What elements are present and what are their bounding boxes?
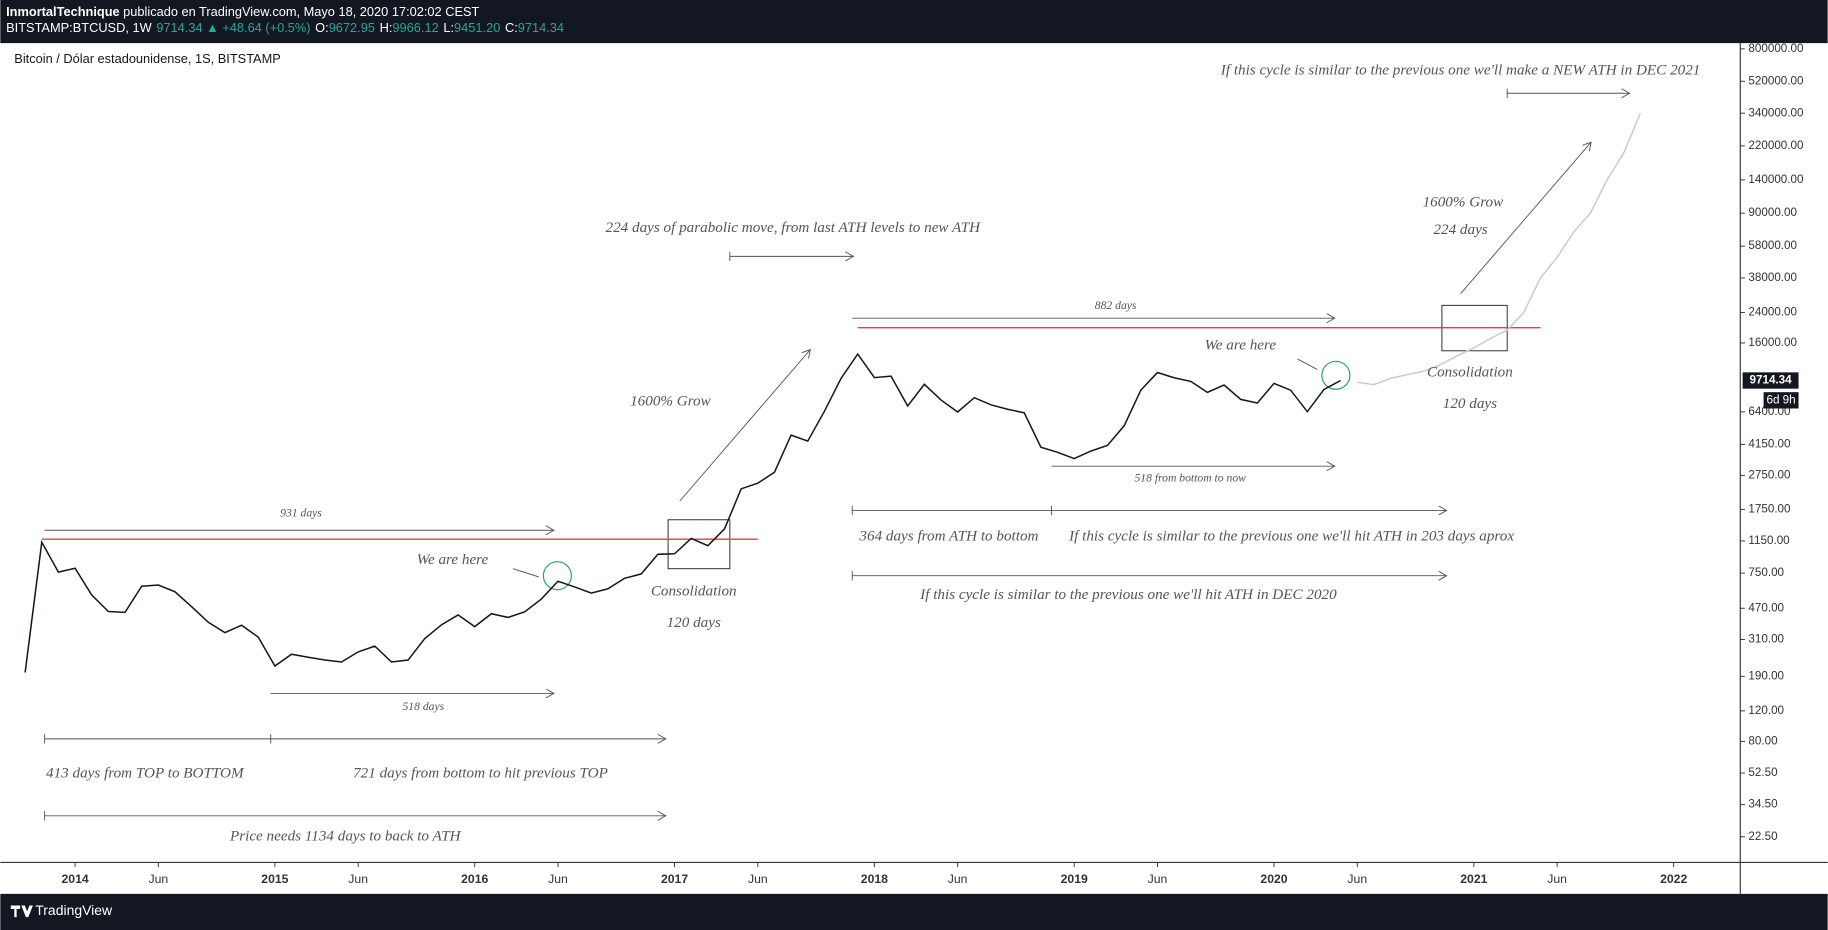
ohlc-label: L: <box>443 21 454 36</box>
countdown: 6d 9h <box>1766 393 1795 406</box>
x-tick-label: Jun <box>1547 872 1567 886</box>
pointer <box>512 568 539 578</box>
annotation: 1600% Grow <box>630 393 711 410</box>
y-tick-label: 310.00 <box>1748 633 1784 646</box>
y-tick-label: 4150.00 <box>1748 438 1791 451</box>
y-tick-label: 1150.00 <box>1748 534 1790 547</box>
annotation: If this cycle is similar to the previous… <box>1068 528 1514 545</box>
annotation: 224 days <box>1433 221 1487 238</box>
y-tick-label: 120.00 <box>1748 704 1784 717</box>
ticker-line: BITSTAMP:BTCUSD, 1W 9714.34 ▲ +48.64 (+0.5… <box>6 21 564 36</box>
x-tick-label: 2016 <box>461 872 488 886</box>
ohlc-value: 9451.20 <box>454 21 500 36</box>
annotation: 364 days from ATH to bottom <box>858 528 1038 545</box>
price-label: 9714.34 <box>1750 374 1793 387</box>
annotation: Price needs 1134 days to back to ATH <box>229 827 462 844</box>
y-tick-label: 2750.00 <box>1748 468 1791 481</box>
arrow <box>1460 142 1592 294</box>
x-tick-label: 2014 <box>61 872 88 886</box>
annotation: 518 from bottom to now <box>1134 472 1246 485</box>
annotation: 120 days <box>1443 395 1497 412</box>
x-tick-label: Jun <box>148 872 168 886</box>
annotation: Consolidation <box>651 583 737 600</box>
y-tick-label: 16000.00 <box>1748 336 1797 349</box>
x-tick-label: Jun <box>1148 872 1168 886</box>
annotation: We are here <box>1205 337 1277 354</box>
ohlc-label: O: <box>315 21 329 36</box>
y-tick-label: 470.00 <box>1748 601 1784 614</box>
annotation: Consolidation <box>1427 363 1513 380</box>
annotation: 224 days of parabolic move, from last AT… <box>606 219 982 236</box>
y-tick-label: 38000.00 <box>1748 271 1797 284</box>
ohlc-label: C: <box>505 21 518 36</box>
ohlc-value: 9714.34 <box>518 21 564 36</box>
y-tick-label: 340000.00 <box>1748 106 1804 119</box>
x-tick-label: Jun <box>948 872 968 886</box>
annotation: If this cycle is similar to the previous… <box>919 586 1337 603</box>
change: ▲ +48.64 (+0.5%) <box>206 21 310 36</box>
y-tick-label: 90000.00 <box>1748 206 1797 219</box>
y-tick-label: 34.50 <box>1748 798 1778 811</box>
ohlc-value: 9966.12 <box>392 21 438 36</box>
logo <box>10 905 33 918</box>
x-tick-label: Jun <box>348 872 368 886</box>
price-line <box>24 352 1341 673</box>
x-tick-label: 2017 <box>661 872 688 886</box>
y-tick-label: 22.50 <box>1748 830 1778 843</box>
symbol: BITSTAMP:BTCUSD, 1W <box>6 21 152 36</box>
ohlc-label: H: <box>380 21 393 36</box>
x-tick-label: Jun <box>748 872 768 886</box>
y-tick-label: 52.50 <box>1748 766 1778 779</box>
x-tick-label: 2022 <box>1660 872 1687 886</box>
box <box>667 519 731 570</box>
circle <box>1321 360 1351 390</box>
x-tick-label: 2020 <box>1260 872 1287 886</box>
x-tick-label: 2015 <box>261 872 288 886</box>
annotation: 882 days <box>1095 299 1137 312</box>
chart-legend: Bitcoin / Dólar estadounidense, 1S, BITS… <box>14 51 281 66</box>
annotation: 1600% Grow <box>1423 193 1504 210</box>
y-tick-label: 750.00 <box>1748 566 1784 579</box>
y-tick-label: 24000.00 <box>1748 306 1797 319</box>
footer-brand: TradingView <box>35 902 113 918</box>
y-tick-label: 1750.00 <box>1748 502 1791 515</box>
annotation: 518 days <box>403 700 445 713</box>
circle <box>542 561 572 591</box>
y-tick-label: 58000.00 <box>1748 239 1797 252</box>
y-tick-label: 800000.00 <box>1748 42 1804 55</box>
y-tick-label: 220000.00 <box>1748 139 1804 152</box>
author: InmortalTechnique <box>6 4 120 19</box>
y-tick-label: 190.00 <box>1748 669 1784 682</box>
header-bar <box>0 0 1828 44</box>
x-tick-label: 2019 <box>1061 872 1088 886</box>
ohlc-value: 9672.95 <box>329 21 375 36</box>
x-tick-label: Jun <box>548 872 568 886</box>
header-line: InmortalTechnique publicado en TradingVie… <box>6 4 479 19</box>
drawings <box>44 89 1630 821</box>
annotation: We are here <box>417 551 489 568</box>
annotation: 721 days from bottom to hit previous TOP <box>353 764 608 781</box>
pointer <box>1297 358 1318 370</box>
footer-bar <box>0 893 1828 930</box>
annotation: 931 days <box>280 507 322 520</box>
price-label-bg <box>1742 372 1799 389</box>
arrow <box>679 350 811 502</box>
price-line <box>1357 112 1642 386</box>
annotation: 120 days <box>667 614 721 631</box>
y-tick-label: 80.00 <box>1748 734 1778 747</box>
last: 9714.34 <box>156 21 202 36</box>
published: publicado en TradingView.com, Mayo 18, 2… <box>123 4 479 19</box>
annotation: If this cycle is similar to the previous… <box>1220 62 1701 79</box>
y-tick-label: 520000.00 <box>1748 74 1804 87</box>
countdown-bg <box>1763 392 1799 409</box>
x-tick-label: 2018 <box>861 872 888 886</box>
annotation: 413 days from TOP to BOTTOM <box>46 764 245 781</box>
x-tick-label: 2021 <box>1460 872 1487 886</box>
x-tick-label: Jun <box>1347 872 1367 886</box>
y-tick-label: 140000.00 <box>1748 173 1804 186</box>
